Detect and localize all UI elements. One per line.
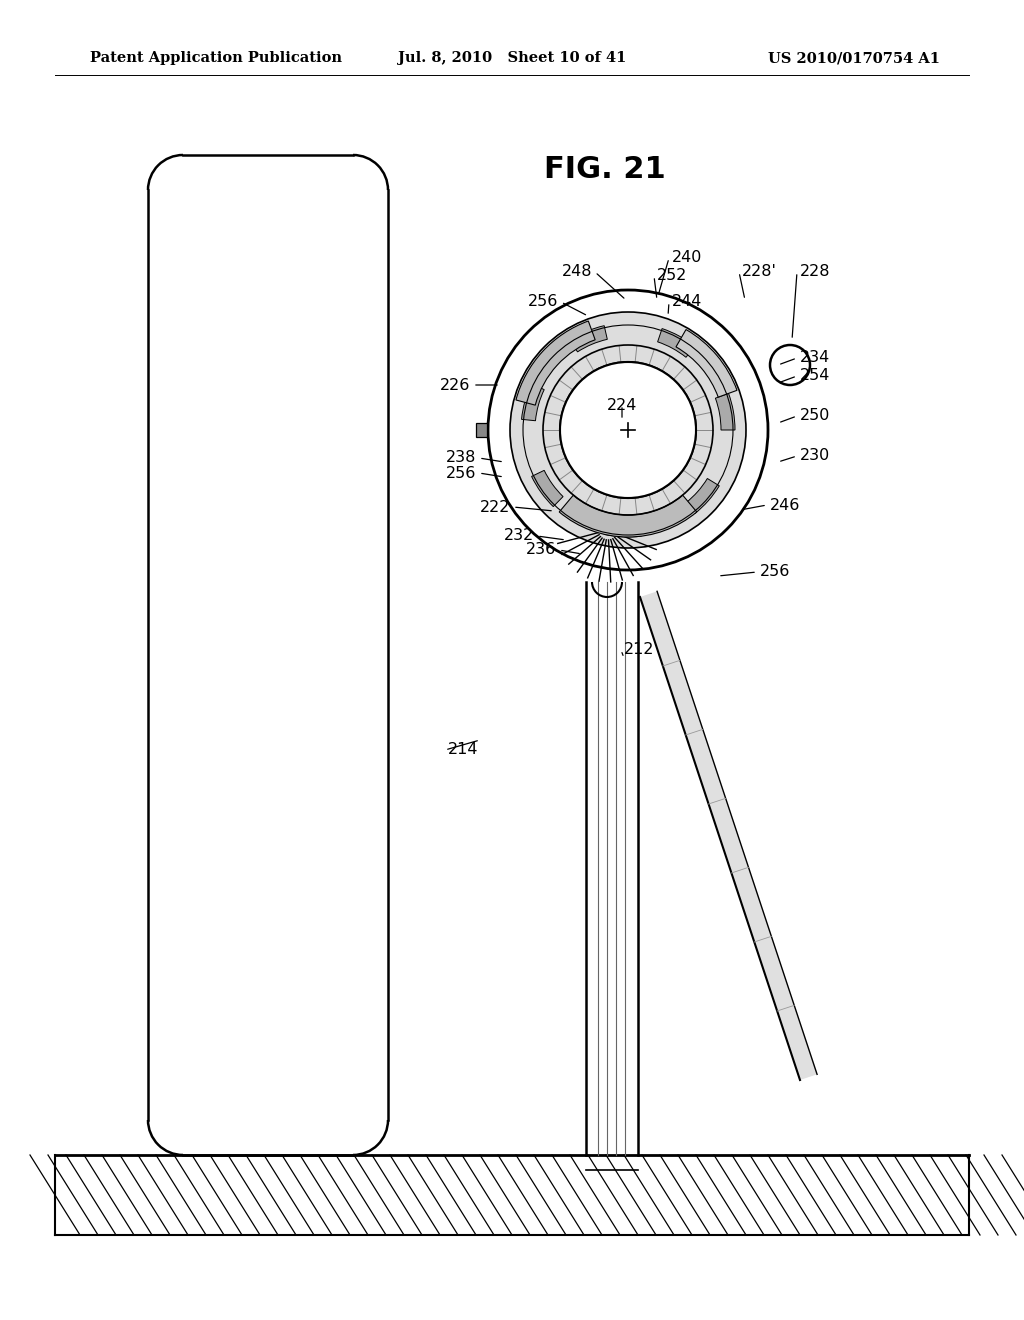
Circle shape xyxy=(768,343,812,387)
Text: 238: 238 xyxy=(445,450,476,466)
Wedge shape xyxy=(516,321,595,405)
Text: 236: 236 xyxy=(525,543,556,557)
Wedge shape xyxy=(531,470,563,507)
Text: 246: 246 xyxy=(770,498,801,512)
Text: 252: 252 xyxy=(657,268,687,284)
Wedge shape xyxy=(559,495,696,537)
Text: 256: 256 xyxy=(445,466,476,480)
Text: 228': 228' xyxy=(742,264,777,280)
Wedge shape xyxy=(716,393,735,430)
Wedge shape xyxy=(657,329,694,358)
Text: 212: 212 xyxy=(624,643,654,657)
Text: 224: 224 xyxy=(607,397,637,412)
Wedge shape xyxy=(686,478,719,513)
Text: 240: 240 xyxy=(672,251,702,265)
Text: US 2010/0170754 A1: US 2010/0170754 A1 xyxy=(768,51,940,65)
Text: 214: 214 xyxy=(449,742,478,758)
Circle shape xyxy=(510,312,746,548)
Text: 232: 232 xyxy=(504,528,534,544)
Text: 254: 254 xyxy=(800,368,830,384)
Circle shape xyxy=(560,362,696,498)
Text: 222: 222 xyxy=(479,499,510,515)
Text: Jul. 8, 2010   Sheet 10 of 41: Jul. 8, 2010 Sheet 10 of 41 xyxy=(397,51,627,65)
Bar xyxy=(476,422,487,437)
Text: 256: 256 xyxy=(760,565,791,579)
Text: 256: 256 xyxy=(527,294,558,309)
Text: 230: 230 xyxy=(800,449,830,463)
Polygon shape xyxy=(640,591,817,1080)
Text: 248: 248 xyxy=(561,264,592,280)
Text: 234: 234 xyxy=(800,351,830,366)
Text: 226: 226 xyxy=(439,378,470,392)
Text: 250: 250 xyxy=(800,408,830,424)
Text: 228: 228 xyxy=(800,264,830,280)
Polygon shape xyxy=(55,1155,969,1236)
Text: Patent Application Publication: Patent Application Publication xyxy=(90,51,342,65)
Wedge shape xyxy=(676,330,737,397)
Circle shape xyxy=(560,362,696,498)
Wedge shape xyxy=(604,520,641,537)
Text: 244: 244 xyxy=(672,294,702,309)
Text: FIG. 21: FIG. 21 xyxy=(544,156,666,185)
Wedge shape xyxy=(521,384,544,421)
Wedge shape xyxy=(570,326,607,352)
